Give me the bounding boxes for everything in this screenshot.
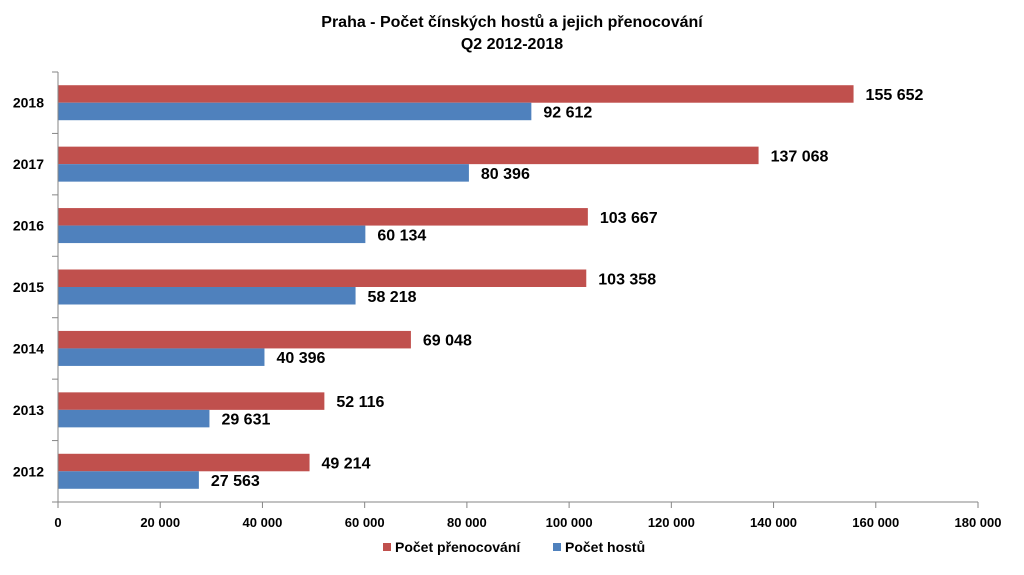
y-tick-label-2018: 2018: [13, 95, 44, 111]
chart-title: Praha - Počet čínských hostů a jejich př…: [321, 14, 703, 31]
x-tick-label-9: 180 000: [955, 515, 1002, 530]
bar-hoste-2012: [58, 471, 199, 489]
data-label-prenocovani-2018: 155 652: [866, 87, 924, 104]
x-tick-label-6: 120 000: [648, 515, 695, 530]
x-tick-label-8: 160 000: [852, 515, 899, 530]
bar-prenocovani-2015: [58, 269, 587, 287]
data-label-hoste-2014: 40 396: [276, 350, 325, 367]
legend-swatch-hoste: [553, 543, 561, 551]
x-tick-label-1: 20 000: [140, 515, 180, 530]
data-label-prenocovani-2017: 137 068: [771, 148, 829, 165]
y-tick-label-2013: 2013: [13, 402, 44, 418]
bar-prenocovani-2012: [58, 453, 310, 472]
y-tick-label-2012: 2012: [13, 463, 44, 479]
data-label-prenocovani-2016: 103 667: [600, 210, 658, 227]
x-tick-label-3: 60 000: [345, 515, 385, 530]
data-label-hoste-2018: 92 612: [543, 104, 592, 121]
bar-hoste-2016: [58, 225, 366, 244]
data-label-prenocovani-2015: 103 358: [598, 271, 656, 288]
y-tick-label-2017: 2017: [13, 156, 44, 172]
bar-prenocovani-2014: [58, 330, 411, 349]
data-label-hoste-2012: 27 563: [211, 473, 260, 490]
bar-prenocovani-2013: [58, 392, 325, 410]
y-tick-label-2016: 2016: [13, 218, 44, 234]
data-label-hoste-2013: 29 631: [221, 412, 270, 429]
x-tick-label-7: 140 000: [750, 515, 797, 530]
bar-hoste-2013: [58, 409, 210, 428]
legend: Počet přenocování Počet hostů: [383, 539, 645, 555]
legend-swatch-prenocovani: [383, 543, 391, 551]
chart-subtitle: Q2 2012-2018: [461, 36, 563, 53]
data-label-prenocovani-2012: 49 214: [322, 456, 371, 473]
x-tick-label-4: 80 000: [447, 515, 487, 530]
y-tick-label-2015: 2015: [13, 279, 44, 295]
legend-label-hoste: Počet hostů: [565, 539, 645, 555]
bar-hoste-2015: [58, 287, 356, 305]
x-tick-label-2: 40 000: [243, 515, 283, 530]
y-tick-label-2014: 2014: [13, 340, 44, 356]
x-tick-label-0: 0: [54, 515, 61, 530]
legend-label-prenocovani: Počet přenocování: [395, 539, 521, 555]
bar-hoste-2017: [58, 164, 469, 182]
data-label-prenocovani-2013: 52 116: [336, 394, 384, 411]
data-label-hoste-2015: 58 218: [368, 289, 417, 306]
bar-hoste-2014: [58, 348, 265, 366]
bar-prenocovani-2016: [58, 208, 588, 226]
bar-prenocovani-2017: [58, 146, 759, 165]
data-label-hoste-2017: 80 396: [481, 166, 530, 183]
x-tick-label-5: 100 000: [546, 515, 593, 530]
plot-area: 155 652 92 612 2018 137 068 80 396 2017 103 66…: [13, 71, 1002, 530]
data-label-hoste-2016: 60 134: [377, 227, 426, 244]
bar-prenocovani-2018: [58, 85, 854, 103]
data-label-prenocovani-2014: 69 048: [423, 333, 472, 350]
bar-hoste-2018: [58, 102, 532, 121]
